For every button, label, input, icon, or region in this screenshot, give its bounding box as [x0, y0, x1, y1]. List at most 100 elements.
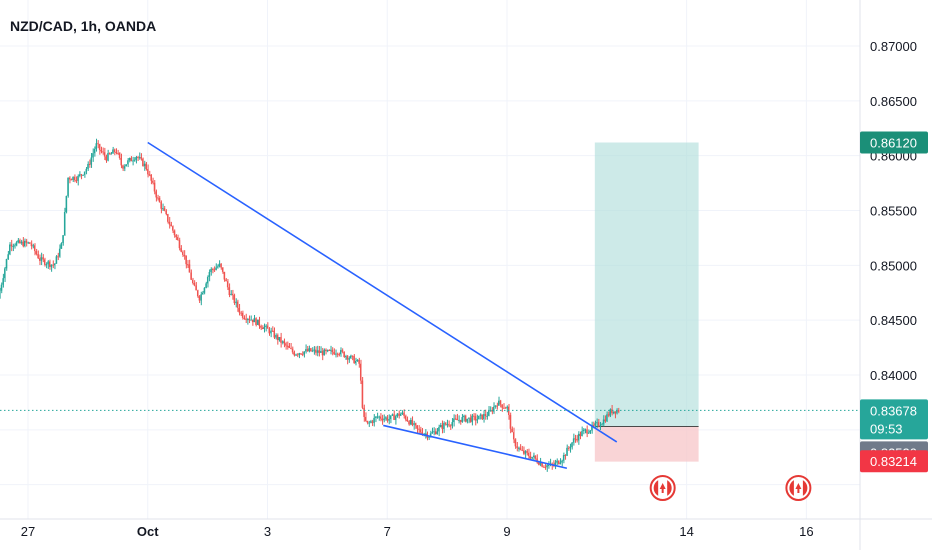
trendlines-layer[interactable] — [0, 141, 860, 469]
candle-up — [24, 240, 26, 247]
countdown-label: 09:53 — [870, 421, 903, 436]
candle-up — [556, 460, 558, 463]
candle-up — [493, 406, 495, 412]
candle-down — [70, 179, 73, 181]
candle-up — [162, 208, 164, 210]
position-zones[interactable] — [594, 142, 699, 462]
candle-up — [12, 245, 14, 247]
candle-up — [132, 160, 134, 162]
candle-up — [218, 263, 221, 267]
candle-up — [571, 442, 573, 448]
canada-flag-icon[interactable] — [785, 475, 812, 501]
candle-down — [52, 264, 54, 266]
candle-down — [607, 414, 610, 416]
candle-down — [97, 143, 99, 145]
candle-down — [43, 259, 46, 265]
candle-up — [90, 157, 93, 165]
candle-down — [448, 424, 450, 426]
time-tick-label: 27 — [21, 524, 35, 539]
candle-down — [614, 411, 616, 414]
candle-up — [391, 414, 394, 416]
candle-up — [215, 267, 217, 270]
candle-down — [153, 182, 156, 192]
candle-down — [534, 455, 537, 459]
candle-up — [572, 438, 575, 443]
candle-up — [235, 301, 237, 304]
candle-up — [60, 243, 63, 249]
candle-up — [596, 422, 598, 424]
candle-up — [479, 414, 482, 416]
candle-up — [27, 242, 29, 244]
target-price-tag: 0.86120 — [860, 131, 928, 154]
candle-down — [393, 414, 395, 420]
candle-down — [333, 351, 335, 355]
candle-up — [581, 431, 583, 437]
candle-down — [273, 330, 275, 338]
candle-up — [313, 349, 315, 351]
profit-zone[interactable] — [594, 142, 699, 427]
time-axis[interactable]: 27 Oct 3 7 9 14 16 — [21, 524, 814, 539]
lower-trendline[interactable] — [383, 424, 568, 469]
candle-up — [483, 414, 485, 420]
candle-up — [320, 351, 322, 353]
candle-down — [167, 214, 169, 222]
candle-down — [48, 261, 51, 267]
candle-up — [138, 157, 141, 159]
candle-down — [398, 413, 400, 416]
candle-up — [0, 284, 3, 291]
candle-up — [498, 400, 500, 406]
candle-down — [220, 263, 222, 268]
candle-down — [361, 380, 364, 408]
candle-down — [441, 425, 443, 430]
candle-up — [506, 406, 508, 409]
candle-up — [281, 341, 284, 343]
candle-down — [617, 409, 620, 412]
candle-up — [230, 293, 232, 296]
candle-up — [612, 411, 615, 414]
candle-up — [316, 350, 319, 353]
candle-down — [271, 330, 274, 332]
canada-flag-icon[interactable] — [649, 475, 676, 501]
loss-zone[interactable] — [594, 426, 699, 462]
candle-up — [461, 417, 463, 422]
candle-down — [233, 295, 236, 304]
candle-down — [105, 156, 108, 161]
candle-up — [340, 350, 342, 355]
candle-up — [466, 418, 468, 422]
candle-down — [503, 407, 505, 409]
candle-up — [15, 242, 18, 246]
candle-up — [368, 422, 370, 424]
candle-down — [434, 431, 437, 435]
candle-down — [481, 414, 483, 420]
event-markers-layer[interactable] — [649, 475, 812, 501]
candle-down — [157, 197, 159, 199]
candle-up — [453, 418, 455, 423]
candle-up — [489, 409, 492, 411]
candle-down — [529, 456, 532, 459]
candle-down — [501, 404, 503, 408]
candle-down — [37, 254, 39, 259]
candle-down — [191, 279, 194, 284]
candle-down — [266, 325, 269, 329]
candle-down — [406, 419, 409, 422]
candle-down — [251, 319, 254, 323]
candle-up — [354, 360, 357, 364]
candle-up — [32, 245, 34, 247]
candle-down — [117, 152, 119, 154]
candle-down — [243, 317, 246, 319]
candle-down — [38, 258, 41, 261]
candle-up — [602, 419, 605, 425]
candle-down — [564, 455, 567, 457]
candle-up — [413, 423, 415, 425]
candle-down — [449, 425, 452, 427]
candle-up — [62, 235, 64, 244]
candle-down — [521, 449, 523, 451]
candle-up — [601, 424, 603, 426]
upper-trendline[interactable] — [147, 141, 618, 443]
candle-down — [514, 439, 517, 447]
candle-down — [238, 307, 241, 313]
candle-up — [93, 148, 96, 154]
candle-up — [394, 416, 397, 420]
